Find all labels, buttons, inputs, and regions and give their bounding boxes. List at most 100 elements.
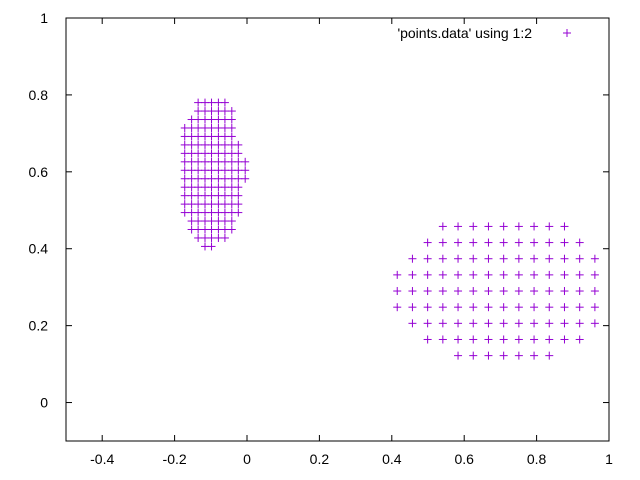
data-point	[590, 270, 599, 279]
y-tick-label: 0.4	[29, 241, 49, 257]
data-point	[514, 222, 523, 231]
data-point	[408, 303, 417, 312]
data-point	[207, 242, 216, 251]
data-point	[227, 123, 236, 132]
data-point	[545, 238, 554, 247]
data-point	[484, 254, 493, 263]
data-point	[423, 319, 432, 328]
data-point	[560, 319, 569, 328]
data-point	[241, 166, 250, 175]
data-point	[207, 132, 216, 141]
data-point	[454, 287, 463, 296]
data-point	[590, 303, 599, 312]
x-tick-label: 1	[605, 451, 613, 467]
data-point	[484, 335, 493, 344]
data-point	[514, 303, 523, 312]
data-point	[393, 270, 402, 279]
legend: 'points.data' using 1:2	[397, 25, 571, 41]
data-point	[590, 254, 599, 263]
data-point	[180, 208, 189, 217]
data-point	[530, 222, 539, 231]
data-point	[560, 222, 569, 231]
data-point	[499, 303, 508, 312]
data-point	[499, 238, 508, 247]
x-tick-label: 0	[243, 451, 251, 467]
data-point	[575, 335, 584, 344]
data-point	[438, 335, 447, 344]
data-point	[207, 183, 216, 192]
data-point	[220, 217, 229, 226]
data-point	[194, 149, 203, 158]
data-point	[514, 319, 523, 328]
data-point	[530, 351, 539, 360]
data-point	[234, 157, 243, 166]
data-point	[194, 217, 203, 226]
data-point	[484, 319, 493, 328]
data-point	[423, 287, 432, 296]
data-point	[220, 115, 229, 124]
data-point	[227, 217, 236, 226]
data-point	[408, 270, 417, 279]
data-point	[438, 254, 447, 263]
data-point	[227, 132, 236, 141]
data-point	[207, 191, 216, 200]
data-point	[590, 319, 599, 328]
data-point	[207, 166, 216, 175]
data-point	[207, 107, 216, 116]
data-point	[234, 166, 243, 175]
data-point	[454, 335, 463, 344]
data-point	[560, 287, 569, 296]
data-point	[207, 200, 216, 209]
data-point	[234, 140, 243, 149]
data-point	[234, 200, 243, 209]
data-point	[423, 254, 432, 263]
data-point	[207, 123, 216, 132]
data-point	[207, 157, 216, 166]
x-tick-label: 0.2	[310, 451, 330, 467]
data-point	[227, 115, 236, 124]
data-point	[393, 287, 402, 296]
y-tick-label: 0	[40, 395, 48, 411]
data-point	[408, 254, 417, 263]
data-point	[220, 200, 229, 209]
data-point	[499, 222, 508, 231]
data-point	[207, 174, 216, 183]
data-point	[220, 174, 229, 183]
data-point	[545, 351, 554, 360]
data-point	[227, 107, 236, 116]
data-point	[220, 98, 229, 107]
data-point	[207, 225, 216, 234]
data-point	[180, 174, 189, 183]
data-point	[499, 287, 508, 296]
data-point	[438, 319, 447, 328]
data-point	[560, 270, 569, 279]
data-point	[575, 238, 584, 247]
data-point	[469, 238, 478, 247]
data-point	[560, 335, 569, 344]
data-point	[220, 225, 229, 234]
data-point	[514, 335, 523, 344]
axis-ticks	[66, 17, 610, 441]
x-tick-label: -0.2	[163, 451, 187, 467]
legend-label: 'points.data' using 1:2	[397, 25, 532, 41]
data-point	[499, 319, 508, 328]
data-point	[234, 208, 243, 217]
data-point	[514, 254, 523, 263]
data-point	[207, 98, 216, 107]
data-point	[469, 287, 478, 296]
data-point	[180, 132, 189, 141]
data-point	[194, 115, 203, 124]
data-point	[469, 222, 478, 231]
data-point	[194, 98, 203, 107]
data-point	[220, 107, 229, 116]
data-point	[423, 303, 432, 312]
data-point	[180, 140, 189, 149]
data-point	[484, 287, 493, 296]
data-point	[194, 233, 203, 242]
data-point	[207, 217, 216, 226]
data-point	[220, 140, 229, 149]
data-point	[220, 123, 229, 132]
data-point	[438, 303, 447, 312]
data-point	[180, 157, 189, 166]
